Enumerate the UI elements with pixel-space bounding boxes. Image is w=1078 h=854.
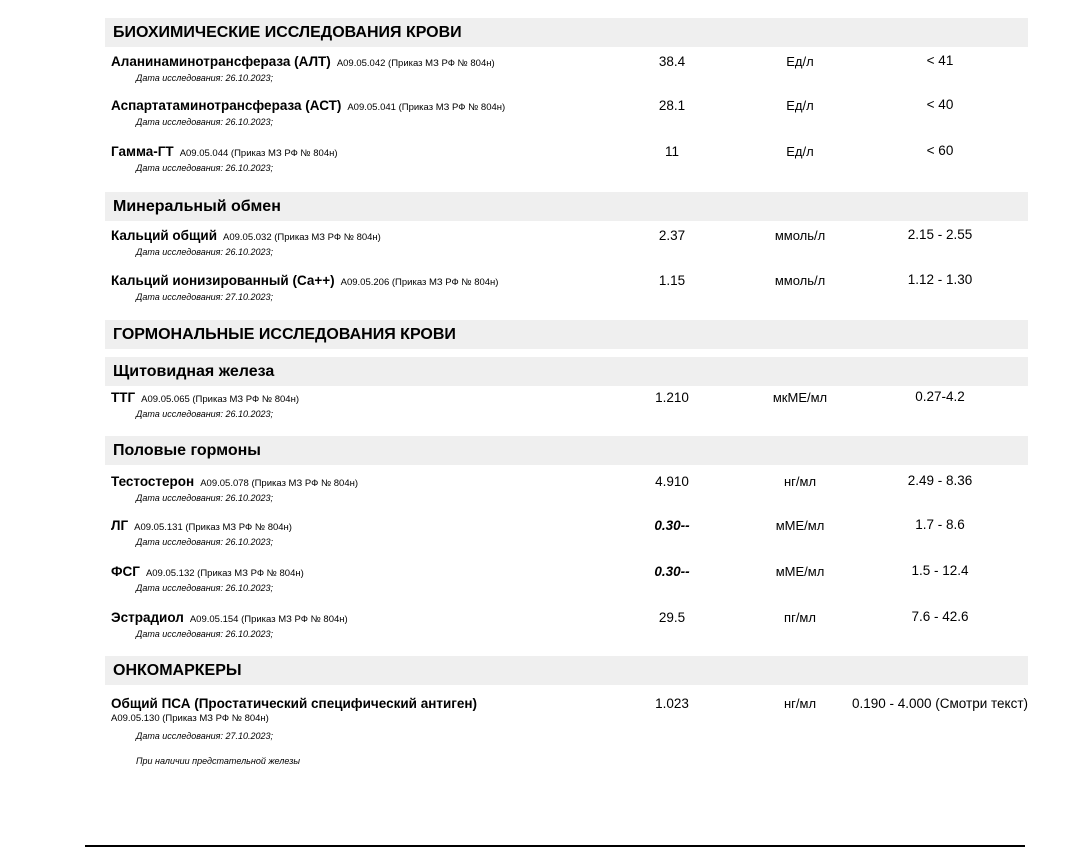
- test-code: A09.05.154 (Приказ МЗ РФ № 804н): [189, 614, 348, 625]
- test-date: Дата исследования: 27.10.2023;: [136, 292, 274, 302]
- test-name: Эстрадиол: [111, 610, 184, 625]
- test-name: Тестостерон: [111, 474, 195, 489]
- test-name-cell: Эстрадиол A09.05.154 (Приказ МЗ РФ № 804н…: [111, 609, 348, 629]
- result-unit: Ед/л: [786, 98, 814, 113]
- test-code: A09.05.032 (Приказ МЗ РФ № 804н): [223, 232, 381, 243]
- test-date: Дата исследования: 26.10.2023;: [136, 117, 274, 127]
- test-date: Дата исследования: 26.10.2023;: [136, 537, 274, 547]
- reference-range: 0.27-4.2: [915, 389, 965, 404]
- test-name: Аланинаминотрансфераза (АЛТ): [111, 54, 331, 69]
- test-row: Кальций общий A09.05.032 (Приказ МЗ РФ № …: [111, 227, 1028, 267]
- result-unit: ммоль/л: [774, 273, 826, 288]
- section-header: ОНКОМАРКЕРЫ: [105, 656, 1028, 685]
- test-date: Дата исследования: 26.10.2023;: [136, 583, 274, 593]
- reference-range: 2.15 - 2.55: [907, 227, 973, 242]
- section-header: ГОРМОНАЛЬНЫЕ ИССЛЕДОВАНИЯ КРОВИ: [105, 320, 1028, 349]
- test-date: Дата исследования: 26.10.2023;: [136, 493, 274, 503]
- test-name: Общий ПСА (Простатический специфический …: [111, 696, 478, 711]
- test-name-cell: ТТГ A09.05.065 (Приказ МЗ РФ № 804н): [111, 389, 299, 409]
- test-name-cell: Кальций ионизированный (Са++) A09.05.206 …: [111, 272, 498, 292]
- test-date: Дата исследования: 26.10.2023;: [136, 247, 274, 257]
- test-row: Гамма-ГТ A09.05.044 (Приказ МЗ РФ № 804н)…: [111, 143, 1028, 183]
- test-name: ТТГ: [111, 390, 136, 405]
- result-value: 1.15: [658, 273, 686, 288]
- test-date: Дата исследования: 26.10.2023;: [136, 163, 274, 173]
- test-name-cell: ФСГ A09.05.132 (Приказ МЗ РФ № 804н): [111, 563, 304, 583]
- result-value: 1.023: [655, 696, 689, 711]
- section-header: Щитовидная железа: [105, 357, 1028, 386]
- result-unit: нг/мл: [783, 474, 817, 489]
- result-value: 11: [664, 144, 679, 159]
- test-code: A09.05.130 (Приказ МЗ РФ № 804н): [111, 713, 269, 724]
- test-name-cell: Аспартатаминотрансфераза (АСТ) A09.05.041…: [111, 97, 505, 117]
- result-unit: Ед/л: [786, 144, 814, 159]
- test-code: A09.05.131 (Приказ МЗ РФ № 804н): [134, 522, 292, 533]
- test-row: Общий ПСА (Простатический специфический …: [111, 695, 1029, 766]
- test-code: A09.05.041 (Приказ МЗ РФ № 804н): [347, 102, 506, 113]
- test-row: Тестостерон A09.05.078 (Приказ МЗ РФ № 80…: [111, 473, 1028, 513]
- test-name: ЛГ: [111, 518, 129, 533]
- reference-range: 1.7 - 8.6: [915, 517, 965, 532]
- footer-divider: [85, 845, 1025, 847]
- test-row: ФСГ A09.05.132 (Приказ МЗ РФ № 804н) Дата …: [111, 563, 1028, 603]
- test-row: ЛГ A09.05.131 (Приказ МЗ РФ № 804н) Дата и…: [111, 517, 1028, 557]
- section-header: Минеральный обмен: [105, 192, 1028, 221]
- result-value: 0.30--: [654, 518, 690, 533]
- result-unit: нг/мл: [783, 696, 817, 711]
- reference-range: 2.49 - 8.36: [907, 473, 973, 488]
- reference-range: < 41: [926, 53, 954, 68]
- test-name-cell: Тестостерон A09.05.078 (Приказ МЗ РФ № 80…: [111, 473, 358, 493]
- result-unit: Ед/л: [786, 54, 814, 69]
- test-name: Кальций ионизированный (Са++): [111, 273, 335, 288]
- test-row: Эстрадиол A09.05.154 (Приказ МЗ РФ № 804н…: [111, 609, 1028, 649]
- reference-range: < 60: [926, 143, 954, 158]
- result-value: 2.37: [658, 228, 686, 243]
- test-name-cell: Кальций общий A09.05.032 (Приказ МЗ РФ № …: [111, 227, 381, 247]
- result-unit: мМЕ/мл: [775, 518, 825, 533]
- test-date: Дата исследования: 26.10.2023;: [136, 629, 274, 639]
- test-name: Кальций общий: [111, 228, 218, 243]
- section-header: Половые гормоны: [105, 436, 1028, 465]
- result-unit: мкМЕ/мл: [772, 390, 828, 405]
- test-row: Аспартатаминотрансфераза (АСТ) A09.05.041…: [111, 97, 1028, 137]
- test-code: A09.05.065 (Приказ МЗ РФ № 804н): [141, 394, 299, 405]
- test-row: Кальций ионизированный (Са++) A09.05.206 …: [111, 272, 1028, 312]
- test-row: Аланинаминотрансфераза (АЛТ) A09.05.042 (…: [111, 53, 1028, 93]
- result-value: 4.910: [655, 474, 689, 489]
- result-value: 1.210: [655, 390, 689, 405]
- test-name: ФСГ: [111, 564, 140, 579]
- test-date: Дата исследования: 27.10.2023;: [136, 731, 274, 741]
- test-code: A09.05.042 (Приказ МЗ РФ № 804н): [336, 58, 495, 69]
- test-code: A09.05.206 (Приказ МЗ РФ № 804н): [340, 277, 499, 288]
- test-code: A09.05.044 (Приказ МЗ РФ № 804н): [179, 148, 338, 159]
- test-code: A09.05.132 (Приказ МЗ РФ № 804н): [145, 568, 304, 579]
- reference-range: 1.5 - 12.4: [911, 563, 969, 578]
- reference-range: 7.6 - 42.6: [911, 609, 969, 624]
- result-value: 38.4: [658, 54, 686, 69]
- test-code: A09.05.078 (Приказ МЗ РФ № 804н): [200, 478, 359, 489]
- result-value: 28.1: [658, 98, 686, 113]
- test-name-cell: ЛГ A09.05.131 (Приказ МЗ РФ № 804н): [111, 517, 292, 537]
- test-name: Гамма-ГТ: [111, 144, 174, 159]
- result-unit: мМЕ/мл: [775, 564, 825, 579]
- test-date: Дата исследования: 26.10.2023;: [136, 409, 274, 419]
- test-name-cell: Общий ПСА (Простатический специфический …: [111, 695, 477, 724]
- test-note: При наличии предстательной железы: [136, 756, 301, 766]
- result-value: 0.30--: [654, 564, 690, 579]
- reference-range: 0.190 - 4.000 (Смотри текст): [851, 696, 1029, 711]
- test-name-cell: Аланинаминотрансфераза (АЛТ) A09.05.042 (…: [111, 53, 495, 73]
- test-name-cell: Гамма-ГТ A09.05.044 (Приказ МЗ РФ № 804н): [111, 143, 338, 163]
- reference-range: 1.12 - 1.30: [907, 272, 973, 287]
- result-unit: пг/мл: [784, 610, 816, 625]
- test-name: Аспартатаминотрансфераза (АСТ): [111, 98, 342, 113]
- test-date: Дата исследования: 26.10.2023;: [136, 73, 274, 83]
- result-value: 29.5: [658, 610, 686, 625]
- test-row: ТТГ A09.05.065 (Приказ МЗ РФ № 804н) Дата …: [111, 389, 1028, 429]
- reference-range: < 40: [926, 97, 954, 112]
- result-unit: ммоль/л: [774, 228, 826, 243]
- section-header: БИОХИМИЧЕСКИЕ ИССЛЕДОВАНИЯ КРОВИ: [105, 18, 1028, 47]
